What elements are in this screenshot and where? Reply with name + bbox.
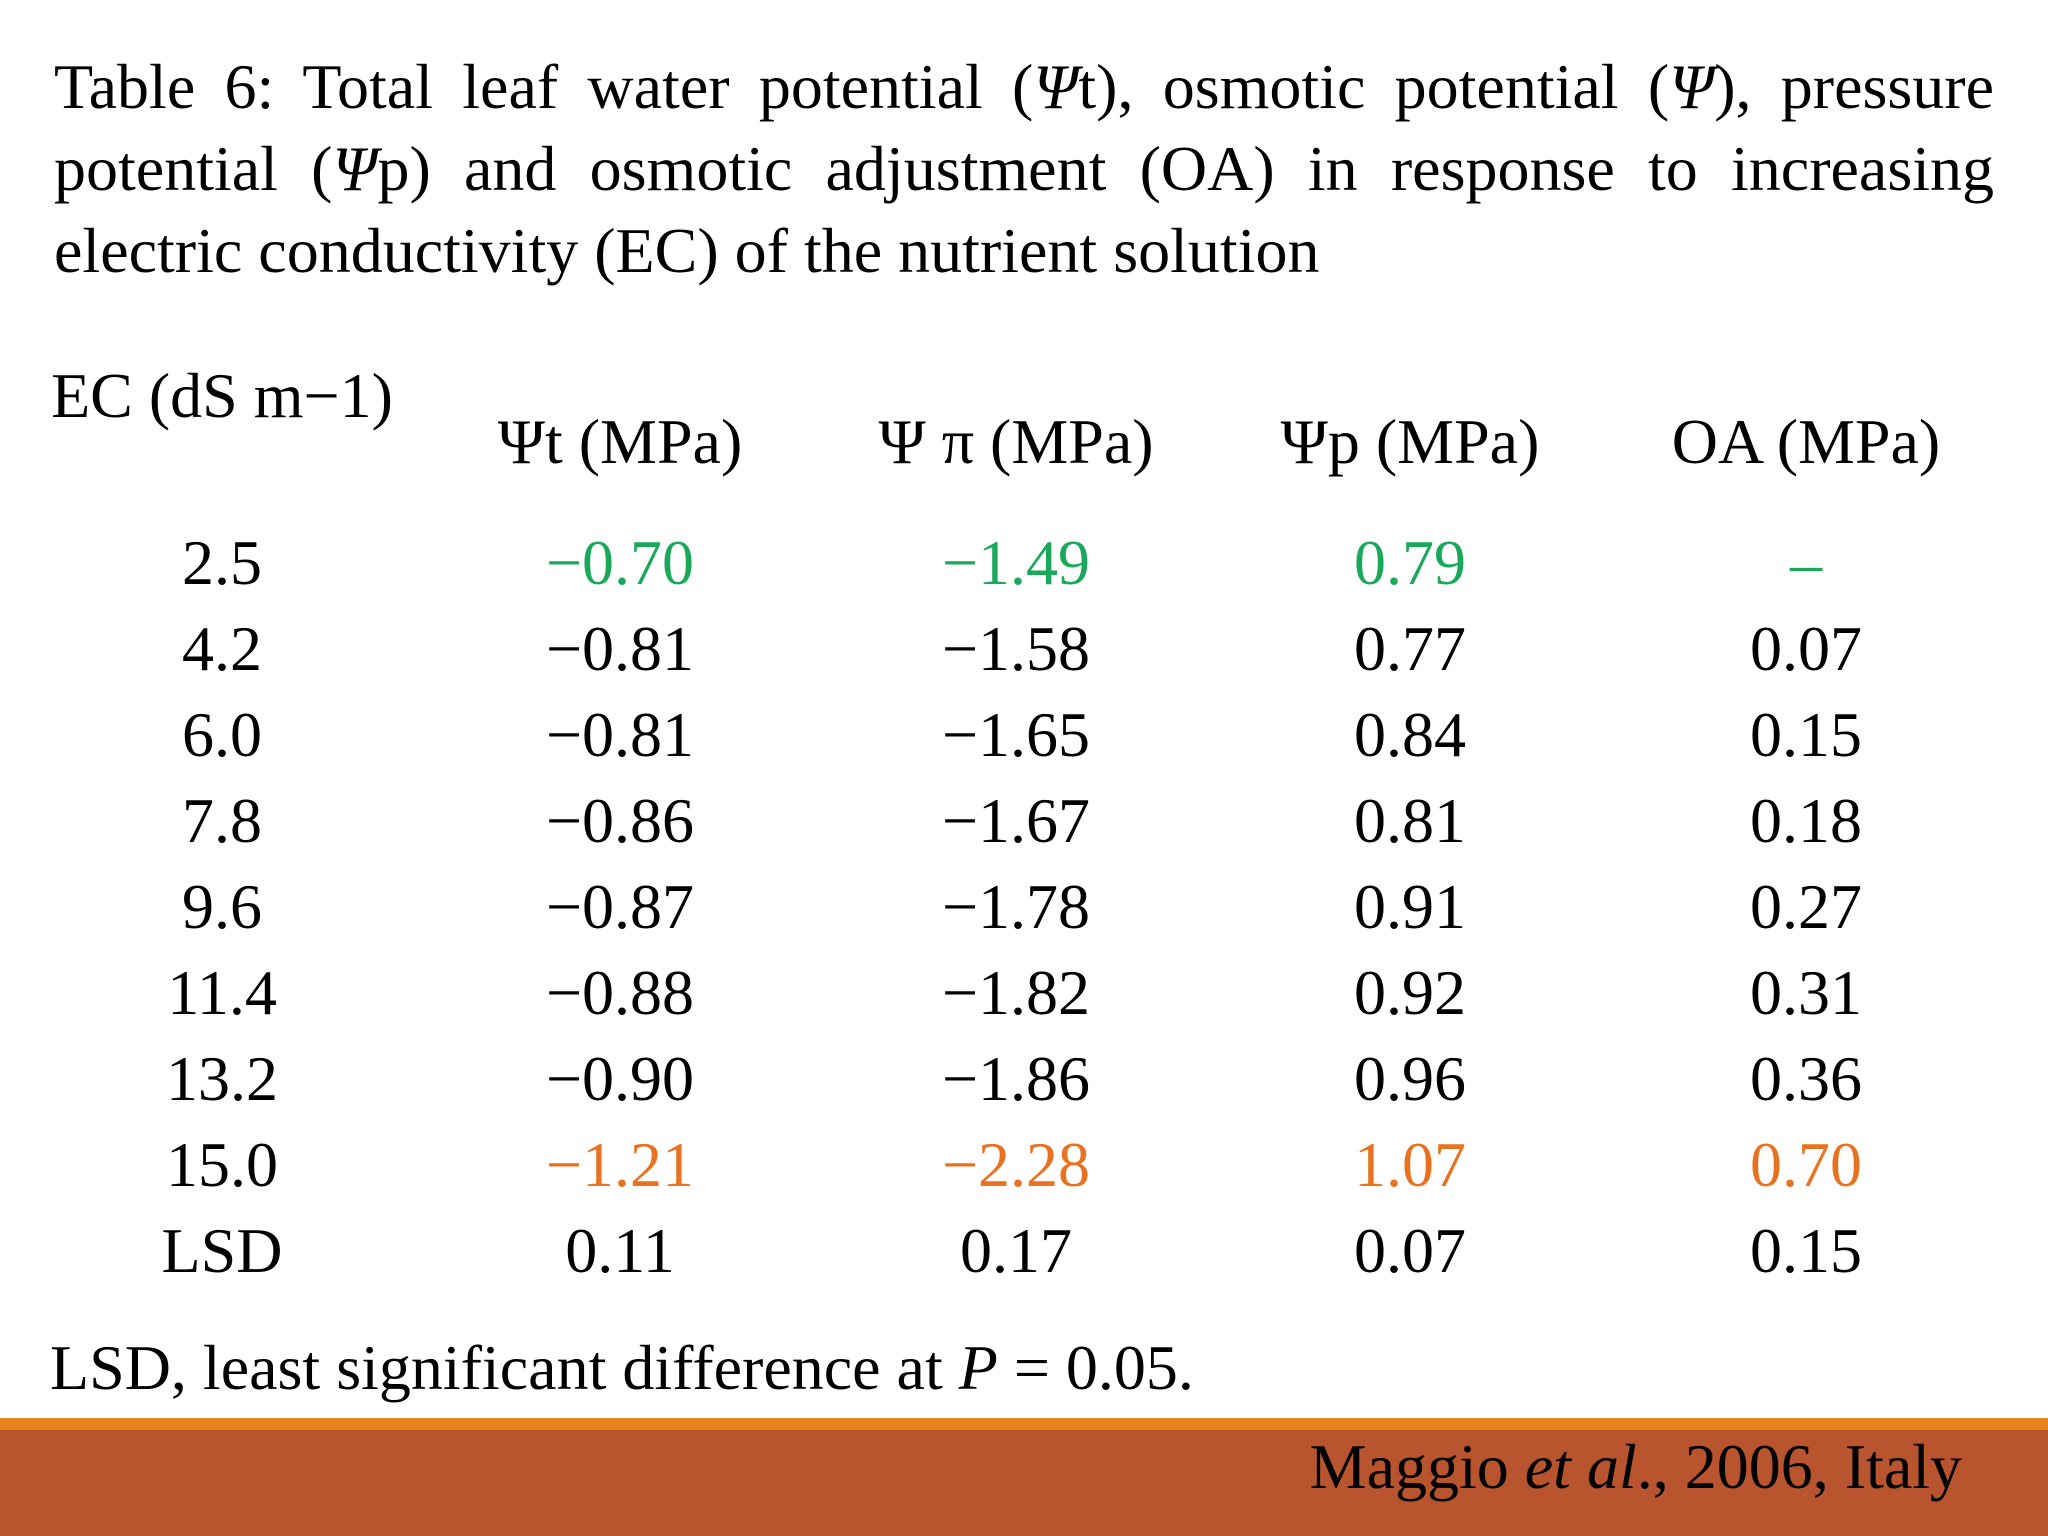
caption-psi-2: Ψ	[1669, 51, 1715, 122]
source-prefix: Maggio	[1309, 1431, 1525, 1502]
cell-ec: 13.2	[166, 1043, 278, 1114]
cell-psi-pi: −1.86	[941, 1043, 1091, 1114]
cell-psi-t: −0.86	[545, 785, 695, 856]
caption-part-3: ), pressure potential (	[54, 51, 1995, 204]
header-ec: EC (dS m−1)	[51, 360, 393, 431]
cell-psi-p: 0.91	[1354, 871, 1466, 942]
caption-part-2: t), osmotic potential (	[1078, 51, 1670, 122]
table-row: 4.2 −0.81 −1.58 0.77 0.07	[0, 606, 2048, 692]
cell-ec: 11.4	[167, 957, 277, 1028]
cell-oa: 0.18	[1750, 785, 1862, 856]
table-caption: Table 6: Total leaf water potential (Ψt)…	[54, 46, 1994, 292]
table-row: 6.0 −0.81 −1.65 0.84 0.15	[0, 692, 2048, 778]
cell-psi-t: −0.81	[545, 613, 695, 684]
footer-bar	[0, 1430, 2048, 1536]
source-suffix: ., 2006, Italy	[1636, 1431, 1962, 1502]
cell-psi-t: −0.88	[545, 957, 695, 1028]
table-row: 9.6 −0.87 −1.78 0.91 0.27	[0, 864, 2048, 950]
cell-psi-t: −1.21	[545, 1129, 695, 1200]
cell-psi-p: 0.96	[1354, 1043, 1466, 1114]
header-psi-p: Ψp (MPa)	[1280, 406, 1540, 477]
cell-oa: 0.31	[1750, 957, 1862, 1028]
source-citation: Maggio et al., 2006, Italy	[1310, 1424, 1962, 1510]
header-oa: OA (MPa)	[1671, 406, 1941, 477]
table-row: 2.5 −0.70 −1.49 0.79 –	[0, 520, 2048, 606]
cell-psi-pi: −1.49	[941, 527, 1091, 598]
cell-psi-t: 0.11	[565, 1215, 675, 1286]
source-italic: et al	[1524, 1431, 1637, 1502]
cell-psi-pi: −1.82	[941, 957, 1091, 1028]
cell-ec: 4.2	[182, 613, 262, 684]
cell-psi-p: 1.07	[1354, 1129, 1466, 1200]
cell-psi-t: −0.81	[545, 699, 695, 770]
cell-psi-p: 0.84	[1354, 699, 1466, 770]
cell-psi-p: 0.77	[1354, 613, 1466, 684]
header-psi-pi: Ψ π (MPa)	[878, 406, 1154, 477]
footnote: LSD, least significant difference at P =…	[50, 1328, 1194, 1408]
cell-psi-t: −0.90	[545, 1043, 695, 1114]
cell-oa: 0.15	[1750, 1215, 1862, 1286]
cell-psi-pi: −1.67	[941, 785, 1091, 856]
cell-psi-pi: −1.58	[941, 613, 1091, 684]
cell-oa: 0.70	[1750, 1129, 1862, 1200]
cell-ec: 7.8	[182, 785, 262, 856]
cell-psi-pi: 0.17	[960, 1215, 1072, 1286]
cell-psi-pi: −2.28	[941, 1129, 1091, 1200]
cell-psi-p: 0.81	[1354, 785, 1466, 856]
table-row: LSD 0.11 0.17 0.07 0.15	[0, 1208, 2048, 1294]
table-row: 11.4 −0.88 −1.82 0.92 0.31	[0, 950, 2048, 1036]
footnote-p-symbol: P	[958, 1332, 998, 1403]
cell-psi-t: −0.70	[545, 527, 695, 598]
footer-accent-line	[0, 1418, 2048, 1430]
cell-oa: –	[1790, 527, 1822, 598]
cell-oa: 0.07	[1750, 613, 1862, 684]
caption-psi-3: Ψ	[332, 133, 378, 204]
table-row: 13.2 −0.90 −1.86 0.96 0.36	[0, 1036, 2048, 1122]
table-row: 7.8 −0.86 −1.67 0.81 0.18	[0, 778, 2048, 864]
caption-part-4: p) and osmotic adjustment (OA) in respon…	[54, 133, 1994, 286]
caption-part-1: Table 6: Total leaf water potential (	[54, 51, 1034, 122]
header-psi-t: Ψt (MPa)	[497, 406, 743, 477]
cell-psi-p: 0.07	[1354, 1215, 1466, 1286]
cell-psi-pi: −1.65	[941, 699, 1091, 770]
cell-psi-pi: −1.78	[941, 871, 1091, 942]
cell-psi-p: 0.79	[1354, 527, 1466, 598]
cell-ec: 15.0	[166, 1129, 278, 1200]
cell-ec: 2.5	[182, 527, 262, 598]
cell-ec: 9.6	[182, 871, 262, 942]
cell-ec: 6.0	[182, 699, 262, 770]
footnote-suffix: = 0.05.	[997, 1332, 1194, 1403]
cell-oa: 0.36	[1750, 1043, 1862, 1114]
cell-psi-t: −0.87	[545, 871, 695, 942]
table-row: 15.0 −1.21 −2.28 1.07 0.70	[0, 1122, 2048, 1208]
cell-ec: LSD	[161, 1215, 283, 1286]
footnote-prefix: LSD, least significant difference at	[50, 1332, 959, 1403]
cell-psi-p: 0.92	[1354, 957, 1466, 1028]
cell-oa: 0.27	[1750, 871, 1862, 942]
cell-oa: 0.15	[1750, 699, 1862, 770]
caption-psi-1: Ψ	[1033, 51, 1079, 122]
